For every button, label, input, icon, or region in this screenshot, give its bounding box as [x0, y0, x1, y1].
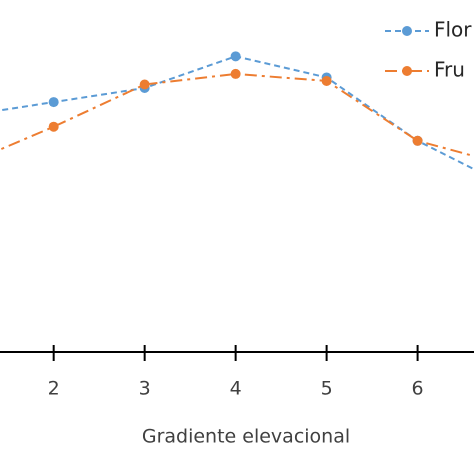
legend-marker — [402, 26, 412, 36]
legend-text: Flor — [434, 18, 472, 42]
legend-marker — [402, 66, 412, 76]
x-tick-label: 4 — [230, 378, 242, 400]
data-point — [139, 79, 150, 90]
data-point — [230, 51, 241, 62]
data-point — [48, 121, 59, 132]
x-tick-label: 6 — [412, 378, 424, 400]
x-tick-label: 5 — [321, 378, 333, 400]
data-point — [230, 68, 241, 79]
series-line — [0, 72, 474, 158]
x-axis-title: Gradiente elevacional — [142, 426, 350, 448]
plot-area — [0, 51, 474, 171]
data-point — [48, 97, 59, 108]
x-tick-label: 3 — [139, 378, 151, 400]
legend-text: Fru — [434, 58, 465, 82]
data-point — [321, 75, 332, 86]
data-point — [412, 135, 423, 146]
x-tick-label: 2 — [48, 378, 60, 400]
